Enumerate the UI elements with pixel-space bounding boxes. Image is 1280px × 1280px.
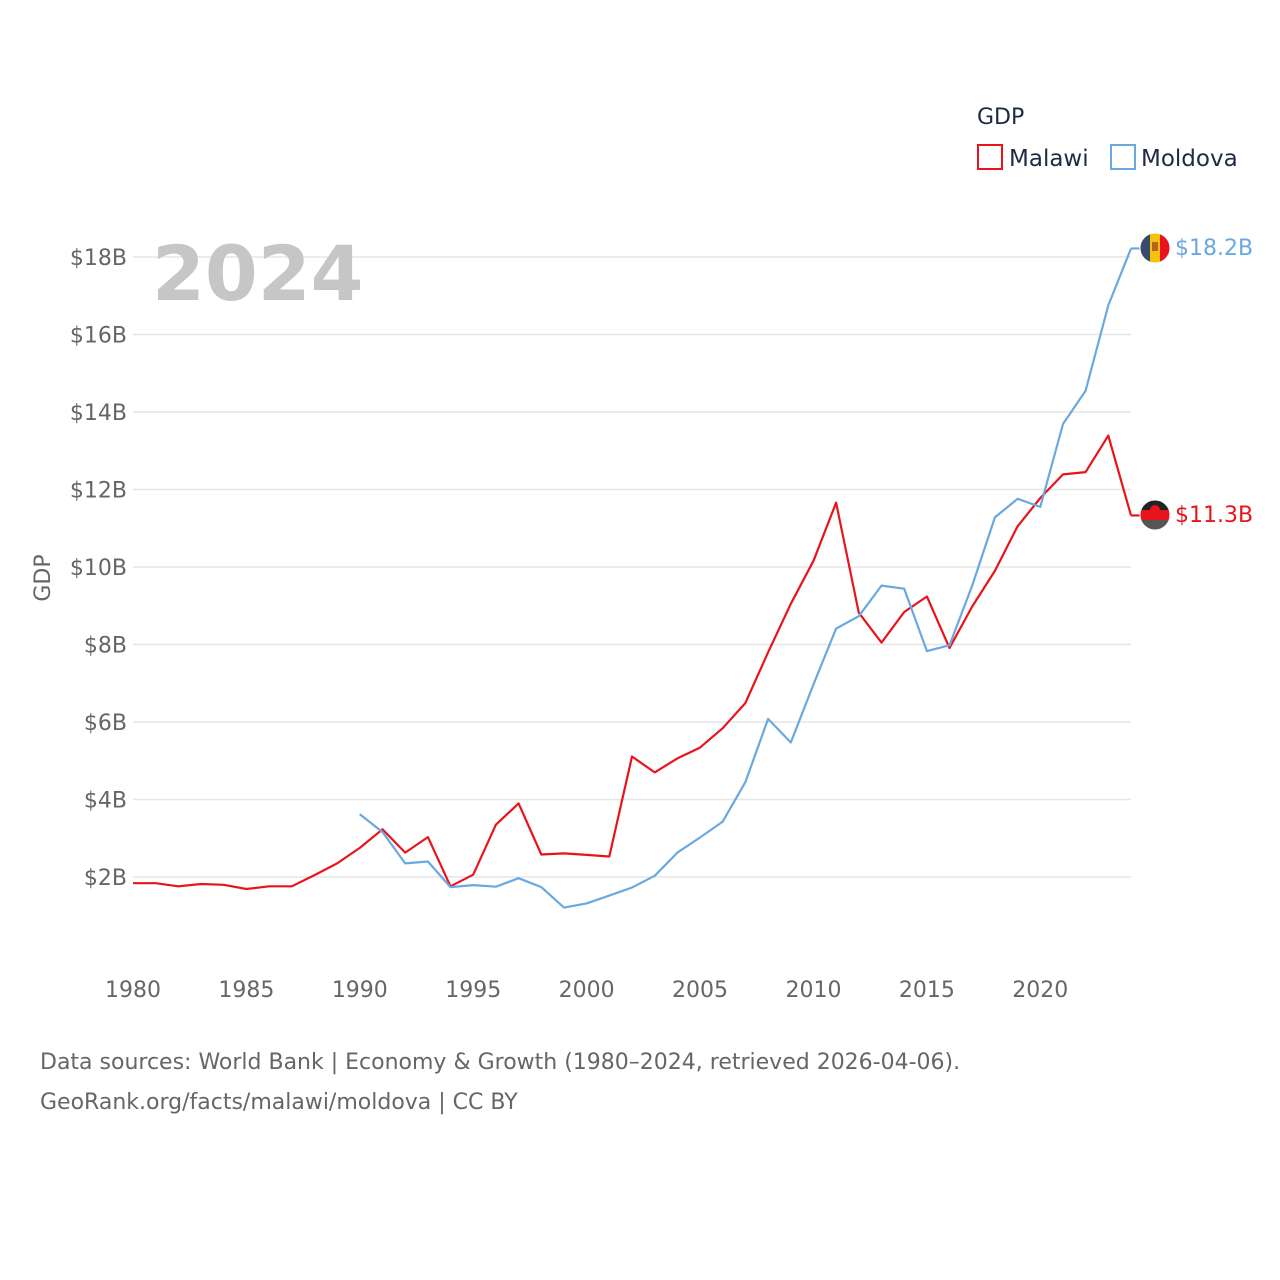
x-tick-label: 2005 <box>672 978 728 1003</box>
legend-swatch-malawi[interactable] <box>977 144 1003 170</box>
legend: GDP Malawi Moldova <box>977 105 1238 172</box>
y-tick-label: $4B <box>84 789 127 814</box>
legend-label-moldova[interactable]: Moldova <box>1141 146 1238 172</box>
series-lines <box>133 247 1140 909</box>
x-tick-label: 2010 <box>785 978 841 1003</box>
y-tick-label: $10B <box>70 556 127 581</box>
series-line-malawi[interactable] <box>133 434 1133 891</box>
x-axis-ticks: 1980 1985 1990 1995 2000 2005 2010 2015 2020 <box>105 978 1068 1003</box>
y-tick-label: $2B <box>84 866 127 891</box>
end-label-moldova: $18.2B <box>1175 236 1253 261</box>
year-watermark: 2024 <box>152 229 364 318</box>
x-tick-label: 1990 <box>332 978 388 1003</box>
x-tick-label: 1995 <box>445 978 501 1003</box>
data-sources-text: Data sources: World Bank | Economy & Gro… <box>40 1050 961 1075</box>
x-tick-label: 1980 <box>105 978 161 1003</box>
moldova-flag-icon <box>1139 232 1171 264</box>
x-tick-label: 2000 <box>559 978 615 1003</box>
x-tick-label: 2015 <box>899 978 955 1003</box>
legend-title: GDP <box>977 105 1024 130</box>
grid-lines <box>133 256 1131 878</box>
y-tick-label: $12B <box>70 479 127 504</box>
x-tick-label: 1985 <box>218 978 274 1003</box>
attribution-text: GeoRank.org/facts/malawi/moldova | CC BY <box>40 1090 518 1115</box>
y-axis-ticks: $2B $4B $6B $8B $10B $12B $14B $16B $18B <box>70 246 127 891</box>
end-label-malawi: $11.3B <box>1175 503 1253 528</box>
y-tick-label: $8B <box>84 634 127 659</box>
legend-swatch-moldova[interactable] <box>1110 144 1136 170</box>
legend-label-malawi[interactable]: Malawi <box>1009 146 1089 172</box>
y-tick-label: $14B <box>70 401 127 426</box>
y-tick-label: $16B <box>70 324 127 349</box>
y-axis-label: GDP <box>31 554 56 601</box>
series-line-moldova[interactable] <box>359 248 1133 909</box>
footer: Data sources: World Bank | Economy & Gro… <box>40 1043 1240 1123</box>
x-tick-label: 2020 <box>1012 978 1068 1003</box>
y-tick-label: $6B <box>84 711 127 736</box>
malawi-flag-icon <box>1139 499 1171 531</box>
y-tick-label: $18B <box>70 246 127 271</box>
